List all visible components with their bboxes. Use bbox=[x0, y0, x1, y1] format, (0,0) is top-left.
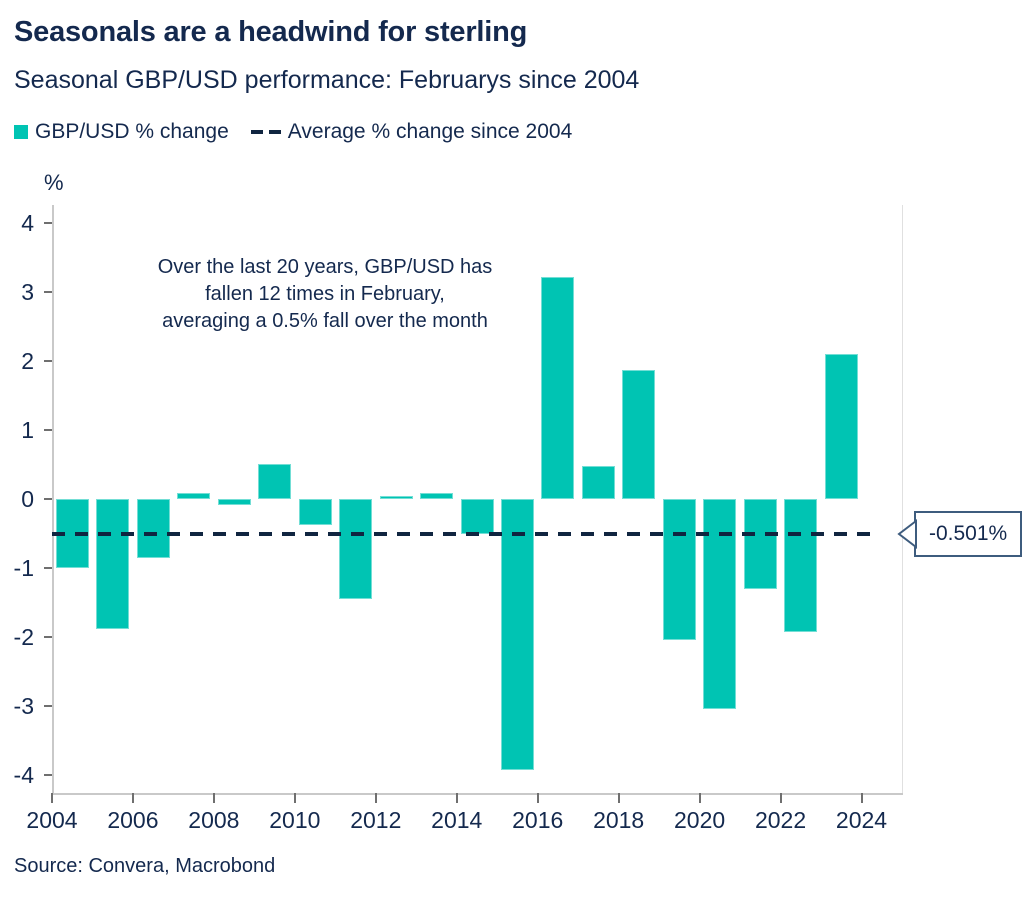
legend-bar-swatch-icon bbox=[14, 125, 28, 139]
bar-2016 bbox=[541, 276, 575, 499]
x-tick-mark bbox=[131, 793, 134, 803]
x-tick-mark bbox=[374, 793, 377, 803]
x-tick-mark bbox=[293, 793, 296, 803]
y-axis-unit-label: % bbox=[44, 170, 64, 195]
x-tick-mark bbox=[779, 793, 782, 803]
x-tick-mark bbox=[455, 793, 458, 803]
x-tick-label: 2010 bbox=[269, 807, 321, 833]
y-tick-label: 1 bbox=[21, 416, 34, 443]
bar-2018 bbox=[622, 369, 656, 499]
legend-dashed-line-icon bbox=[250, 130, 281, 134]
x-tick-label: 2012 bbox=[350, 807, 402, 833]
bar-2008 bbox=[217, 499, 251, 505]
bar-2009 bbox=[258, 464, 292, 499]
y-tick-label: -2 bbox=[13, 624, 34, 651]
bar-2006 bbox=[136, 499, 170, 558]
y-tick-mark bbox=[44, 221, 52, 224]
y-axis-line bbox=[52, 205, 54, 793]
average-value-callout: -0.501% bbox=[897, 510, 1023, 557]
y-tick-mark bbox=[44, 498, 52, 500]
x-tick-label: 2006 bbox=[107, 807, 159, 833]
x-tick-label: 2022 bbox=[754, 807, 807, 833]
y-tick-mark bbox=[44, 290, 52, 293]
callout-label: -0.501% bbox=[914, 510, 1023, 557]
page-title: Seasonals are a headwind for sterling bbox=[14, 16, 528, 48]
y-tick-label: 3 bbox=[21, 278, 34, 305]
bar-2005 bbox=[96, 499, 130, 629]
y-tick-mark bbox=[44, 359, 52, 362]
y-tick-mark bbox=[44, 567, 52, 569]
x-axis-line bbox=[52, 793, 903, 795]
x-tick-label: 2024 bbox=[835, 807, 888, 833]
y-tick-label: -1 bbox=[13, 555, 34, 581]
annotation: Over the last 20 years, GBP/USD has fall… bbox=[120, 254, 530, 335]
bar-2020 bbox=[703, 499, 737, 710]
legend-item-bar-label: GBP/USD % change bbox=[35, 120, 229, 143]
x-tick-mark bbox=[212, 793, 215, 803]
x-tick-mark bbox=[860, 793, 863, 803]
bar-2021 bbox=[743, 499, 777, 589]
chart-subtitle: Seasonal GBP/USD performance: Februarys … bbox=[14, 66, 640, 94]
legend-item-average-label: Average % change since 2004 bbox=[287, 120, 573, 143]
average-dashed-line bbox=[52, 531, 878, 536]
x-tick-label: 2018 bbox=[593, 807, 645, 833]
annotation-line: Over the last 20 years, GBP/USD has bbox=[157, 256, 493, 278]
y-tick-label: -3 bbox=[13, 693, 34, 720]
annotation-line: averaging a 0.5% fall over the month bbox=[162, 310, 488, 332]
legend: GBP/USD % change Average % change since … bbox=[14, 120, 572, 144]
bar-2023 bbox=[824, 354, 858, 499]
bar-2012 bbox=[379, 495, 413, 499]
y-tick-mark bbox=[44, 774, 52, 777]
y-tick-mark bbox=[44, 428, 52, 431]
plot-right-border bbox=[902, 205, 903, 793]
y-tick-label: 0 bbox=[21, 486, 34, 512]
x-tick-mark bbox=[51, 793, 53, 803]
source-note: Source: Convera, Macrobond bbox=[14, 855, 276, 877]
bar-2019 bbox=[662, 499, 696, 641]
x-tick-mark bbox=[536, 793, 539, 803]
annotation-line: fallen 12 times in February, bbox=[205, 283, 445, 305]
y-tick-label: 4 bbox=[21, 209, 34, 236]
x-tick-mark bbox=[698, 793, 701, 803]
y-tick-mark bbox=[44, 636, 52, 639]
x-tick-label: 2008 bbox=[188, 807, 240, 833]
bar-2022 bbox=[784, 499, 818, 633]
x-tick-label: 2020 bbox=[674, 807, 726, 833]
bar-2014 bbox=[460, 499, 494, 534]
callout-left-arrow-icon bbox=[897, 518, 917, 549]
y-tick-label: -4 bbox=[13, 762, 34, 789]
bar-2011 bbox=[339, 499, 373, 600]
bar-2010 bbox=[298, 499, 332, 526]
bar-2015 bbox=[500, 499, 534, 770]
x-tick-label: 2014 bbox=[431, 807, 483, 833]
x-tick-label: 2004 bbox=[26, 807, 78, 833]
x-tick-mark bbox=[617, 793, 620, 803]
y-tick-label: 2 bbox=[21, 347, 34, 374]
x-tick-label: 2016 bbox=[512, 807, 564, 833]
y-tick-mark bbox=[44, 705, 52, 708]
bar-2007 bbox=[177, 493, 211, 499]
bar-2013 bbox=[420, 492, 454, 499]
bar-2017 bbox=[581, 465, 615, 499]
